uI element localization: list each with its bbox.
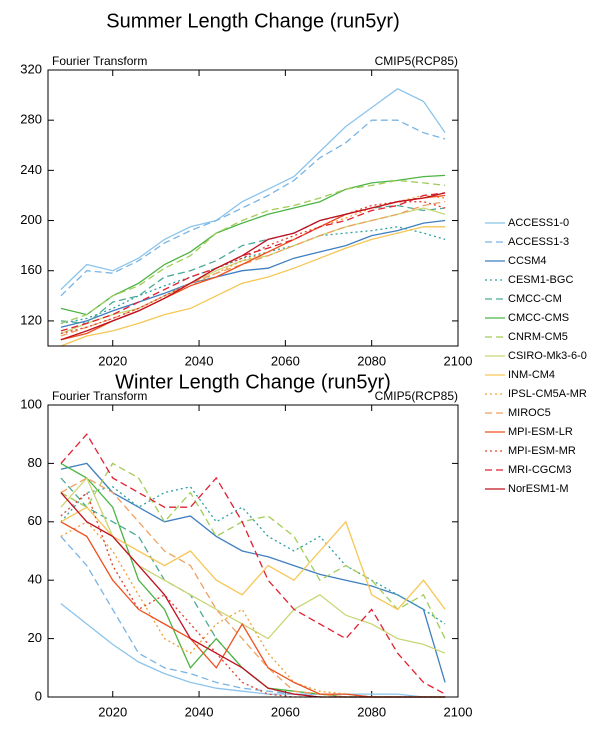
legend-label: CCSM4 [508, 255, 547, 267]
series-line [60, 204, 446, 325]
series-line [60, 219, 446, 328]
y-tick-label: 80 [28, 455, 42, 470]
legend-label: CNRM-CM5 [508, 331, 568, 343]
series-line [60, 521, 446, 698]
x-tick-label: 2060 [271, 704, 300, 719]
series-line [60, 486, 446, 625]
series-line [60, 535, 446, 698]
series-line [60, 179, 446, 325]
series-line [60, 201, 446, 337]
x-tick-label: 2100 [444, 704, 473, 719]
x-tick-label: 2020 [98, 353, 127, 368]
y-tick-label: 320 [20, 61, 42, 76]
x-tick-label: 2080 [357, 704, 386, 719]
subtitle-right: CMIP5(RCP85) [375, 389, 458, 403]
legend-label: CESM1-BGC [508, 274, 573, 286]
y-tick-label: 200 [20, 212, 42, 227]
y-tick-label: 280 [20, 112, 42, 127]
legend-label: IPSL-CM5A-MR [508, 388, 587, 400]
series-line [60, 192, 446, 332]
y-tick-label: 240 [20, 162, 42, 177]
series-line [60, 603, 446, 698]
y-tick-label: 160 [20, 262, 42, 277]
legend-label: ACCESS1-3 [508, 236, 569, 248]
x-tick-label: 2100 [444, 353, 473, 368]
series-line [60, 192, 446, 341]
series-line [60, 462, 446, 683]
y-tick-label: 20 [28, 630, 42, 645]
chart-title: Summer Length Change (run5yr) [106, 10, 399, 32]
series-line [60, 226, 446, 325]
x-tick-label: 2040 [185, 353, 214, 368]
series-line [60, 506, 446, 611]
plot-frame [47, 69, 459, 347]
x-tick-label: 2080 [357, 353, 386, 368]
legend-label: MPI-ESM-MR [508, 445, 576, 457]
y-tick-label: 0 [35, 688, 42, 703]
series-line [60, 476, 446, 654]
y-tick-label: 60 [28, 513, 42, 528]
x-tick-label: 2060 [271, 353, 300, 368]
y-tick-label: 120 [20, 312, 42, 327]
legend-label: INM-CM4 [508, 369, 555, 381]
legend-label: CMCC-CMS [508, 312, 569, 324]
subtitle-left: Fourier Transform [52, 54, 147, 68]
legend-label: CSIRO-Mk3-6-0 [508, 350, 587, 362]
series-line [60, 433, 446, 695]
series-line [60, 462, 446, 639]
legend-label: CMCC-CM [508, 293, 562, 305]
series-line [60, 174, 446, 316]
x-tick-label: 2040 [185, 704, 214, 719]
legend-label: MRI-CGCM3 [508, 464, 572, 476]
series-line [60, 226, 446, 347]
series-line [60, 88, 446, 290]
x-tick-label: 2020 [98, 704, 127, 719]
y-tick-label: 40 [28, 572, 42, 587]
legend-label: MPI-ESM-LR [508, 426, 573, 438]
series-line [60, 119, 446, 297]
series-line [60, 520, 446, 698]
chart-title: Winter Length Change (run5yr) [115, 371, 391, 393]
legend-label: NorESM1-M [508, 483, 569, 495]
y-tick-label: 100 [20, 396, 42, 411]
plot-frame [47, 404, 459, 698]
subtitle-left: Fourier Transform [52, 389, 147, 403]
legend-label: ACCESS1-0 [508, 217, 569, 229]
legend-label: MIROC5 [508, 407, 551, 419]
subtitle-right: CMIP5(RCP85) [375, 54, 458, 68]
